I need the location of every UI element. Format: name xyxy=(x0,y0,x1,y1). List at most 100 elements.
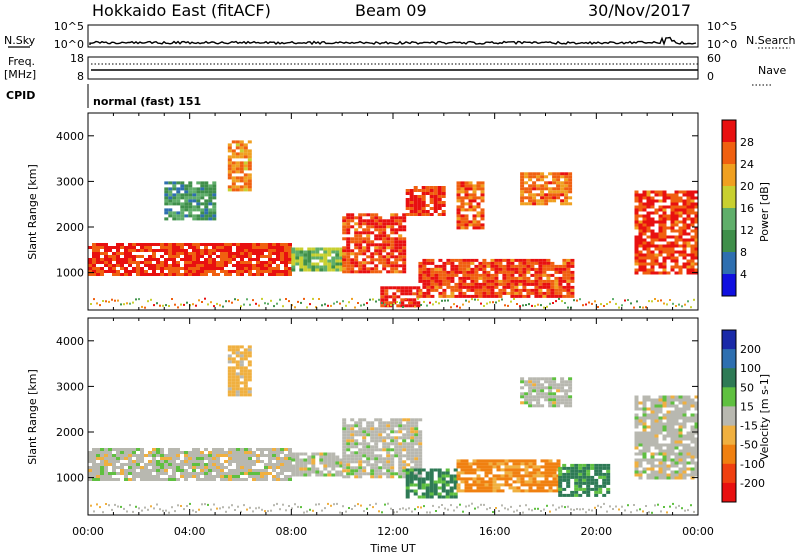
vel-colorbar-tick: 100 xyxy=(740,362,761,375)
freq-strip xyxy=(87,56,699,80)
freq-unit-label: [MHz] xyxy=(4,68,36,81)
power-region xyxy=(418,258,575,298)
nsky-label: N.Sky xyxy=(4,34,36,47)
x-axis: 00:00 04:00 08:00 12:00 16:00 20:00 00:00 xyxy=(72,525,714,538)
power-colorbar-swatch xyxy=(722,142,736,165)
vel-colorbar-swatch xyxy=(722,330,736,350)
freq-tick-top: 18 xyxy=(70,52,84,65)
x-tick-label: 08:00 xyxy=(275,525,307,538)
vel-colorbar-tick: -50 xyxy=(740,439,758,452)
cpid-label: CPID xyxy=(6,89,35,102)
vel-colorbar-swatch xyxy=(722,482,736,503)
vel-ytick-label: 3000 xyxy=(56,380,84,393)
vel-region xyxy=(88,448,292,481)
date-label: 30/Nov/2017 xyxy=(588,1,691,20)
vel-ytick-label: 1000 xyxy=(56,472,84,485)
vel-region xyxy=(634,395,699,480)
power-region xyxy=(164,181,217,221)
vel-colorbar-tick: -200 xyxy=(740,477,765,490)
vel-colorbar-tick: 50 xyxy=(740,381,754,394)
power-ytick-label: 1000 xyxy=(56,267,84,280)
cpid-value: normal (fast) 151 xyxy=(93,95,201,108)
noise-tick-right-bottom: 10^0 xyxy=(707,38,737,51)
vel-region xyxy=(291,452,344,477)
power-ytick-label: 4000 xyxy=(56,130,84,143)
power-region xyxy=(456,181,485,230)
power-region xyxy=(405,186,446,216)
beam-label: Beam 09 xyxy=(355,1,427,20)
vel-colorbar-swatch xyxy=(722,425,736,446)
x-tick-label: 20:00 xyxy=(580,525,612,538)
freq-label: Freq. xyxy=(8,55,35,68)
vel-colorbar-swatch xyxy=(722,463,736,484)
power-ytick-label: 3000 xyxy=(56,175,84,188)
x-axis-label: Time UT xyxy=(369,542,415,554)
noise-tick-right-top: 10^5 xyxy=(707,20,737,33)
vel-colorbar-tick: 200 xyxy=(740,343,761,356)
power-ground-scatter xyxy=(90,297,695,309)
power-colorbar-swatch xyxy=(722,252,736,275)
power-colorbar-tick: 4 xyxy=(740,268,747,281)
power-colorbar-swatch xyxy=(722,208,736,231)
power-colorbar: 28 24 20 16 12 8 4 xyxy=(721,119,754,297)
power-colorbar-tick: 28 xyxy=(740,136,754,149)
vel-region xyxy=(456,459,561,493)
power-colorbar-label: Power [dB] xyxy=(758,182,771,242)
power-region xyxy=(88,243,292,276)
power-colorbar-tick: 8 xyxy=(740,246,747,259)
noise-tick-top: 10^5 xyxy=(54,20,84,33)
vel-colorbar-tick: -100 xyxy=(740,458,765,471)
power-panel-frame xyxy=(87,112,699,311)
power-colorbar-frame xyxy=(721,119,737,297)
vel-region xyxy=(227,345,252,397)
power-region xyxy=(520,172,573,206)
nave-tick-bottom: 0 xyxy=(707,70,714,83)
vel-region xyxy=(520,377,573,408)
power-ytick-label: 2000 xyxy=(56,221,84,234)
x-tick-label: 00:00 xyxy=(72,525,104,538)
vel-colorbar-swatch xyxy=(722,444,736,465)
power-colorbar-swatch xyxy=(722,274,736,297)
noise-strip xyxy=(87,24,699,48)
power-colorbar-tick: 20 xyxy=(740,180,754,193)
nsearch-label: N.Search xyxy=(746,34,796,47)
vel-ytick-label: 2000 xyxy=(56,426,84,439)
vel-colorbar-swatch xyxy=(722,387,736,407)
vel-colorbar-tick: -15 xyxy=(740,420,758,433)
radar-title: Hokkaido East (fitACF) xyxy=(92,1,271,20)
velocity-panel-frame xyxy=(87,317,699,516)
vel-colorbar-frame xyxy=(721,329,737,503)
velocity-colorbar-label: Velocity [m s-1] xyxy=(758,374,771,460)
vel-colorbar-swatch xyxy=(722,349,736,369)
x-tick-label: 00:00 xyxy=(682,525,714,538)
vel-ytick-label: 4000 xyxy=(56,335,84,348)
power-region xyxy=(227,140,252,192)
power-region xyxy=(634,190,699,275)
noise-sky-trace xyxy=(89,36,697,46)
vel-region xyxy=(558,463,611,497)
power-colorbar-tick: 24 xyxy=(740,158,754,171)
power-region xyxy=(291,247,344,272)
nave-label: Nave xyxy=(758,64,786,77)
power-colorbar-swatch xyxy=(722,186,736,209)
vel-ground-scatter xyxy=(90,502,695,514)
vel-colorbar-tick: 15 xyxy=(740,400,754,413)
x-tick-label: 12:00 xyxy=(377,525,409,538)
power-colorbar-tick: 12 xyxy=(740,224,754,237)
velocity-panel: 1000 2000 3000 4000 xyxy=(56,318,699,515)
power-colorbar-swatch xyxy=(722,230,736,253)
power-colorbar-swatch xyxy=(722,164,736,187)
velocity-colorbar: 200 100 50 15 -15 -50 -100 -200 xyxy=(721,329,765,503)
power-colorbar-swatch xyxy=(722,120,736,143)
vel-colorbar-swatch xyxy=(722,406,736,426)
vel-colorbar-swatch xyxy=(722,368,736,388)
vel-region xyxy=(405,468,458,499)
velocity-ylabel: Slant Range [km] xyxy=(26,369,39,465)
power-panel: 1000 2000 3000 4000 xyxy=(56,113,699,310)
x-tick-label: 16:00 xyxy=(479,525,511,538)
nave-tick-top: 60 xyxy=(707,52,721,65)
power-region xyxy=(342,213,407,274)
freq-tick-bottom: 8 xyxy=(77,70,84,83)
